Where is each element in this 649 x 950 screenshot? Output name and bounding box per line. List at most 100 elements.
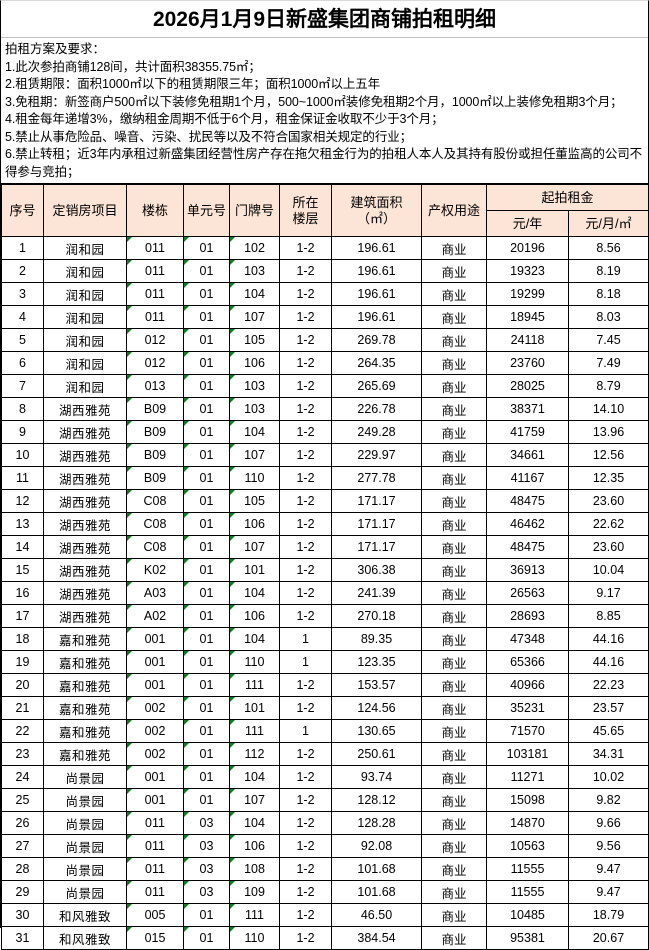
cell-rent-year[interactable]: 11555 — [486, 857, 569, 881]
cell-project[interactable]: 尚景园 — [43, 811, 127, 835]
cell-door[interactable]: 105 — [229, 489, 280, 513]
cell-usage[interactable]: 商业 — [421, 489, 487, 513]
cell-rent-month[interactable]: 8.85 — [567, 604, 649, 628]
cell-rent-month[interactable]: 12.35 — [567, 466, 649, 490]
cell-unit[interactable]: 01 — [183, 420, 230, 444]
cell-building[interactable]: 001 — [126, 650, 184, 674]
cell-unit[interactable]: 01 — [183, 374, 230, 398]
cell-unit[interactable]: 03 — [183, 811, 230, 835]
cell-building[interactable]: 012 — [126, 351, 184, 375]
cell-usage[interactable]: 商业 — [421, 282, 487, 306]
cell-unit[interactable]: 01 — [183, 926, 230, 950]
cell-rent-month[interactable]: 8.79 — [567, 374, 649, 398]
cell-project[interactable]: 湖西雅苑 — [43, 535, 127, 559]
cell-area[interactable]: 269.78 — [331, 328, 422, 352]
cell-floor[interactable]: 1-2 — [279, 535, 332, 559]
cell-unit[interactable]: 01 — [183, 742, 230, 766]
cell-floor[interactable]: 1-2 — [279, 397, 332, 421]
cell-area[interactable]: 277.78 — [331, 466, 422, 490]
cell-usage[interactable]: 商业 — [421, 719, 487, 743]
cell-rent-month[interactable]: 10.04 — [567, 558, 649, 582]
cell-seq[interactable]: 10 — [1, 443, 44, 467]
cell-seq[interactable]: 5 — [1, 328, 44, 352]
cell-project[interactable]: 尚景园 — [43, 765, 127, 789]
table-row[interactable]: 15 湖西雅苑 K02 01 101 1-2 306.38 商业 36913 10.04 — [1, 558, 649, 582]
cell-floor[interactable]: 1-2 — [279, 236, 332, 260]
cell-area[interactable]: 124.56 — [331, 696, 422, 720]
cell-building[interactable]: 005 — [126, 903, 184, 927]
cell-area[interactable]: 130.65 — [331, 719, 422, 743]
cell-rent-month[interactable]: 7.49 — [567, 351, 649, 375]
cell-area[interactable]: 128.28 — [331, 811, 422, 835]
cell-floor[interactable]: 1-2 — [279, 880, 332, 904]
cell-rent-month[interactable]: 8.19 — [567, 259, 649, 283]
cell-rent-year[interactable]: 20196 — [486, 236, 569, 260]
cell-rent-month[interactable]: 44.16 — [567, 627, 649, 651]
cell-floor[interactable]: 1-2 — [279, 558, 332, 582]
cell-building[interactable]: A02 — [126, 604, 184, 628]
cell-rent-year[interactable]: 46462 — [486, 512, 569, 536]
col-header-area[interactable]: 建筑面积 （㎡） — [331, 184, 422, 237]
cell-usage[interactable]: 商业 — [421, 673, 487, 697]
cell-usage[interactable]: 商业 — [421, 397, 487, 421]
cell-project[interactable]: 尚景园 — [43, 880, 127, 904]
cell-area[interactable]: 153.57 — [331, 673, 422, 697]
cell-building[interactable]: B09 — [126, 397, 184, 421]
cell-unit[interactable]: 01 — [183, 259, 230, 283]
cell-rent-year[interactable]: 18945 — [486, 305, 569, 329]
cell-unit[interactable]: 01 — [183, 673, 230, 697]
table-row[interactable]: 1 润和园 011 01 102 1-2 196.61 商业 20196 8.56 — [1, 236, 649, 260]
cell-rent-year[interactable]: 15098 — [486, 788, 569, 812]
cell-project[interactable]: 润和园 — [43, 374, 127, 398]
cell-unit[interactable]: 01 — [183, 512, 230, 536]
cell-rent-year[interactable]: 38371 — [486, 397, 569, 421]
cell-rent-month[interactable]: 7.45 — [567, 328, 649, 352]
table-row[interactable]: 22 嘉和雅苑 002 01 111 1 130.65 商业 71570 45.65 — [1, 719, 649, 743]
cell-floor[interactable]: 1-2 — [279, 374, 332, 398]
cell-rent-month[interactable]: 9.17 — [567, 581, 649, 605]
cell-door[interactable]: 106 — [229, 512, 280, 536]
cell-floor[interactable]: 1-2 — [279, 788, 332, 812]
cell-project[interactable]: 嘉和雅苑 — [43, 650, 127, 674]
cell-unit[interactable]: 01 — [183, 282, 230, 306]
table-row[interactable]: 19 嘉和雅苑 001 01 110 1 123.35 商业 65366 44.16 — [1, 650, 649, 674]
cell-rent-month[interactable]: 23.60 — [567, 489, 649, 513]
table-row[interactable]: 10 湖西雅苑 B09 01 107 1-2 229.97 商业 34661 12.56 — [1, 443, 649, 467]
cell-unit[interactable]: 01 — [183, 466, 230, 490]
cell-area[interactable]: 171.17 — [331, 535, 422, 559]
cell-unit[interactable]: 03 — [183, 834, 230, 858]
table-row[interactable]: 11 湖西雅苑 B09 01 110 1-2 277.78 商业 41167 12.35 — [1, 466, 649, 490]
cell-seq[interactable]: 31 — [1, 926, 44, 950]
cell-door[interactable]: 104 — [229, 581, 280, 605]
cell-floor[interactable]: 1-2 — [279, 443, 332, 467]
cell-usage[interactable]: 商业 — [421, 650, 487, 674]
cell-usage[interactable]: 商业 — [421, 236, 487, 260]
col-header-seq[interactable]: 序号 — [1, 184, 44, 237]
cell-project[interactable]: 嘉和雅苑 — [43, 719, 127, 743]
cell-usage[interactable]: 商业 — [421, 834, 487, 858]
cell-usage[interactable]: 商业 — [421, 305, 487, 329]
cell-floor[interactable]: 1-2 — [279, 328, 332, 352]
cell-seq[interactable]: 21 — [1, 696, 44, 720]
cell-floor[interactable]: 1-2 — [279, 673, 332, 697]
cell-usage[interactable]: 商业 — [421, 420, 487, 444]
cell-door[interactable]: 105 — [229, 328, 280, 352]
cell-unit[interactable]: 01 — [183, 558, 230, 582]
cell-usage[interactable]: 商业 — [421, 466, 487, 490]
cell-project[interactable]: 湖西雅苑 — [43, 443, 127, 467]
cell-rent-year[interactable]: 11271 — [486, 765, 569, 789]
cell-door[interactable]: 109 — [229, 880, 280, 904]
cell-project[interactable]: 润和园 — [43, 259, 127, 283]
col-header-project[interactable]: 定销房项目 — [43, 184, 127, 237]
col-header-unit[interactable]: 单元号 — [183, 184, 230, 237]
cell-seq[interactable]: 18 — [1, 627, 44, 651]
cell-unit[interactable]: 01 — [183, 305, 230, 329]
cell-unit[interactable]: 03 — [183, 880, 230, 904]
table-row[interactable]: 20 嘉和雅苑 001 01 111 1-2 153.57 商业 40966 22.23 — [1, 673, 649, 697]
cell-rent-year[interactable]: 41759 — [486, 420, 569, 444]
cell-rent-year[interactable]: 41167 — [486, 466, 569, 490]
cell-building[interactable]: C08 — [126, 489, 184, 513]
cell-project[interactable]: 湖西雅苑 — [43, 397, 127, 421]
cell-rent-year[interactable]: 24118 — [486, 328, 569, 352]
cell-door[interactable]: 107 — [229, 535, 280, 559]
